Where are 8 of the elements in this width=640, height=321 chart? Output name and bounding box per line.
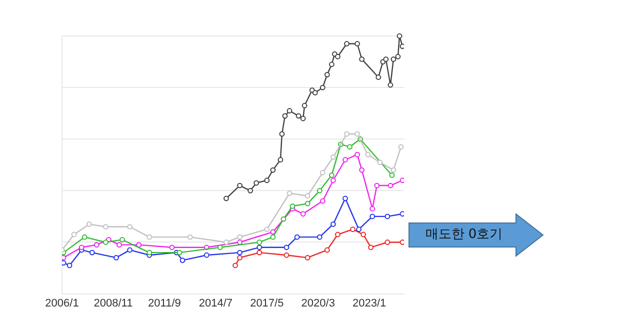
text: 매도한 0호기 bbox=[424, 226, 504, 244]
x-tick-label: 2011/9 bbox=[148, 297, 181, 310]
x-tick-label: 2008/11 bbox=[94, 297, 133, 310]
x-tick-label: 2023/1 bbox=[352, 297, 386, 310]
x-tick-label: 2014/7 bbox=[198, 297, 232, 310]
x-tick-label: 2017/5 bbox=[250, 297, 284, 310]
x-tick-label: 2020/3 bbox=[301, 297, 335, 310]
x-tick-label: 2006/1 bbox=[45, 297, 79, 310]
